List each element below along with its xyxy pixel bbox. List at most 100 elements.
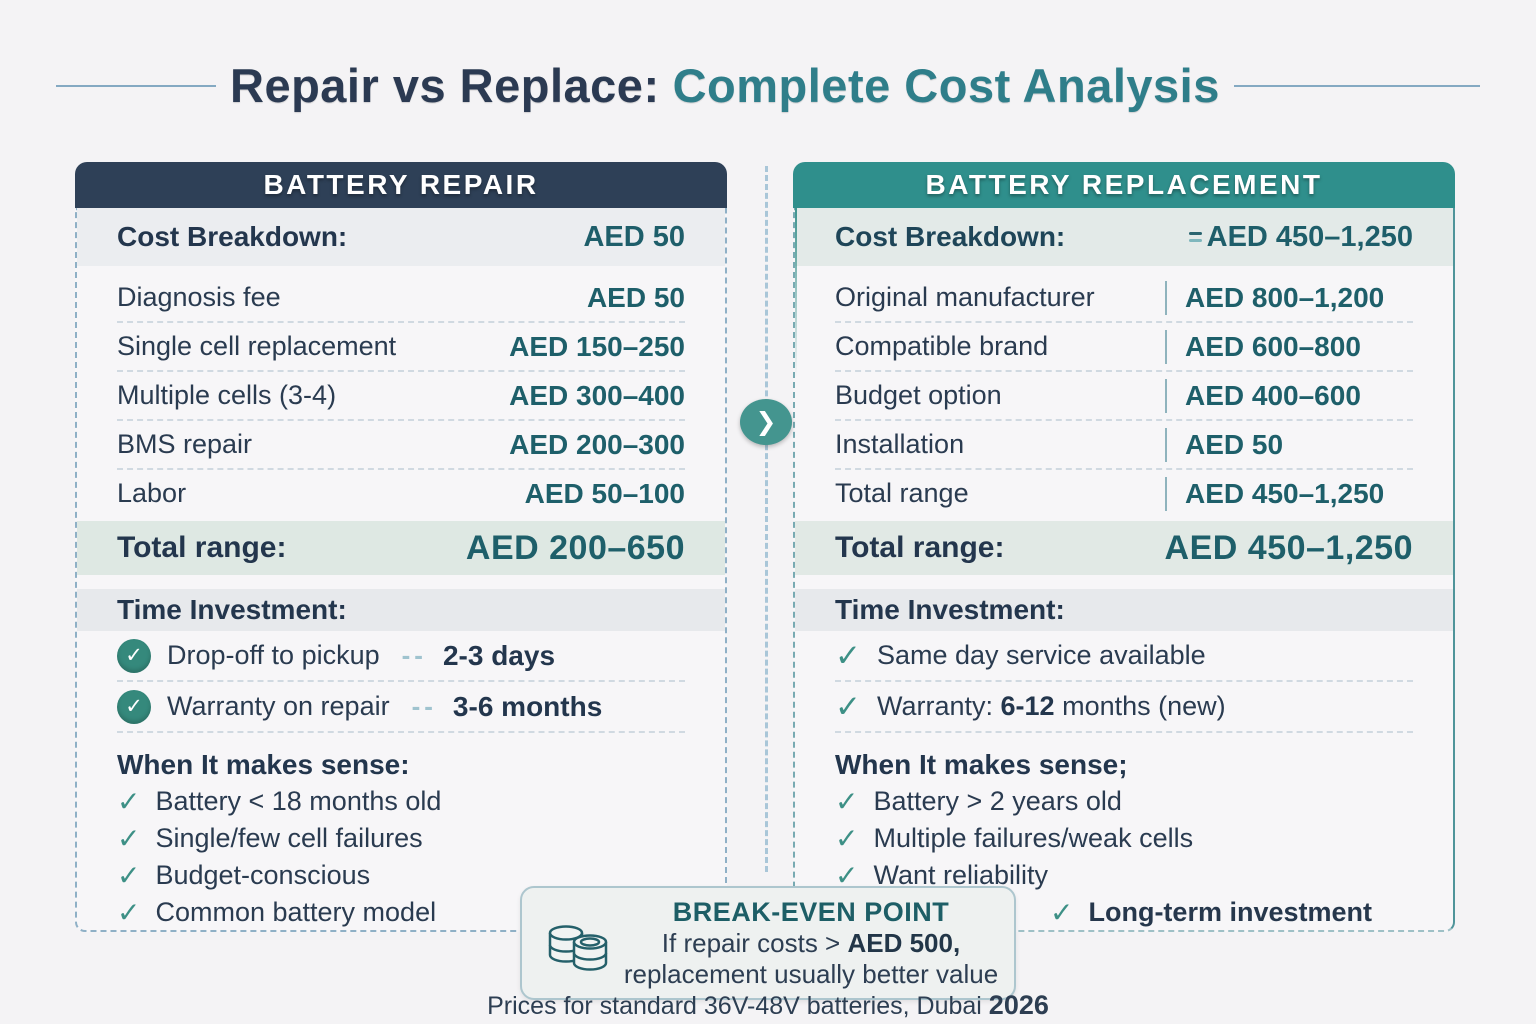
row-label: Compatible brand (835, 331, 1049, 361)
replacement-panel-body: Cost Breakdown: AED 450–1,250 Original m… (793, 208, 1455, 932)
repair-cost-breakdown-label: Cost Breakdown: (117, 221, 348, 252)
when-text: Single/few cell failures (155, 823, 423, 853)
repair-cost-row-bms: BMS repair AED 200–300 (77, 421, 725, 468)
column-divider (1165, 427, 1167, 462)
when-text: Multiple failures/weak cells (873, 823, 1194, 853)
replacement-when-item: ✓ Battery > 2 years old (795, 783, 1453, 820)
row-divider (835, 419, 1413, 421)
row-divider (835, 370, 1413, 372)
repair-when-item: ✓ Budget-conscious (77, 857, 725, 894)
time-label: Drop-off to pickup (167, 640, 380, 670)
title-left-rule (56, 84, 216, 87)
check-icon: ✓ (835, 823, 859, 854)
row-label: Labor (117, 478, 187, 508)
row-value: AED 200–300 (509, 428, 685, 460)
replacement-cost-row-installation: Installation AED 50 (795, 421, 1453, 468)
circle-check-icon: ✓ (117, 638, 151, 673)
warranty-suffix: months (new) (1062, 691, 1226, 721)
replacement-panel-header: BATTERY REPLACEMENT (793, 162, 1455, 208)
row-value: AED 800–1,200 (1185, 281, 1385, 313)
column-divider (1165, 329, 1167, 364)
replacement-cost-row-original: Original manufacturer AED 800–1,200 (795, 274, 1453, 321)
when-text: Battery < 18 months old (155, 786, 442, 816)
break-even-text: BREAK-EVEN POINT If repair costs > AED 5… (618, 896, 1004, 991)
footer-text: Prices for standard 36V-48V batteries, D… (487, 992, 982, 1020)
row-divider (117, 680, 685, 682)
check-icon: ✓ (1050, 897, 1074, 928)
dash-separator: -- (411, 691, 437, 721)
column-divider (1165, 378, 1167, 413)
dash-separator: -- (401, 640, 427, 670)
when-text: Battery > 2 years old (873, 786, 1122, 816)
check-icon: ✓ (117, 860, 141, 891)
row-value: AED 600–800 (1185, 330, 1361, 362)
row-divider (117, 731, 685, 733)
time-label: Same day service available (876, 640, 1206, 670)
row-value: AED 150–250 (509, 330, 685, 362)
row-label: BMS repair (117, 429, 253, 459)
replacement-cost-breakdown-label: Cost Breakdown: (835, 221, 1066, 252)
when-text: Long-term investment (1088, 897, 1372, 927)
replacement-time-investment-header: Time Investment: (795, 589, 1453, 631)
summary-value-text: AED 450–1,250 (1206, 220, 1413, 253)
break-even-title: BREAK-EVEN POINT (672, 896, 950, 927)
break-even-line1-bold: AED 500, (847, 928, 961, 958)
replacement-when-item-longterm: ✓ Long-term investment (1010, 894, 1453, 930)
repair-panel-header: BATTERY REPAIR (75, 162, 727, 208)
row-value: AED 300–400 (509, 379, 685, 411)
battery-repair-panel: BATTERY REPAIR Cost Breakdown: AED 50 Di… (75, 162, 727, 932)
row-value: AED 50 (1185, 428, 1284, 460)
row-label: Installation (835, 429, 965, 459)
row-label: Single cell replacement (117, 331, 397, 361)
repair-when-item: ✓ Battery < 18 months old (77, 783, 725, 820)
replacement-cost-row-compatible: Compatible brand AED 600–800 (795, 323, 1453, 370)
repair-when-item: ✓ Common battery model (77, 894, 725, 930)
page-title-row: Repair vs Replace: Complete Cost Analysis (0, 58, 1536, 113)
warranty-prefix: Warranty: (876, 691, 993, 721)
repair-total-value: AED 200–650 (465, 528, 685, 567)
circle-check-icon: ✓ (117, 689, 151, 724)
repair-time-investment-header: Time Investment: (77, 589, 725, 631)
when-text: Budget-conscious (155, 860, 371, 890)
center-dashed-divider (765, 166, 768, 872)
replacement-cost-breakdown-value: AED 450–1,250 (1188, 220, 1413, 254)
page-title-prefix: Repair vs Replace: (230, 59, 660, 112)
row-value: AED 450–1,250 (1185, 477, 1385, 509)
page-title: Repair vs Replace: Complete Cost Analysis (230, 58, 1220, 113)
repair-cost-row-labor: Labor AED 50–100 (77, 470, 725, 517)
footer-note: Prices for standard 36V-48V batteries, D… (0, 990, 1536, 1021)
row-label: Original manufacturer (835, 282, 1095, 312)
footer-year: 2026 (988, 990, 1049, 1020)
time-label: Warranty on repair (167, 691, 390, 721)
row-value: AED 50–100 (524, 477, 685, 509)
warranty-months-bold: 6-12 (1000, 691, 1055, 721)
replacement-cost-row-budget: Budget option AED 400–600 (795, 372, 1453, 419)
row-divider (835, 468, 1413, 470)
row-divider (117, 419, 685, 421)
chevron-right-icon: ❯ (740, 399, 792, 445)
replacement-when-header: When It makes sense; (835, 749, 1128, 780)
repair-total-label: Total range: (117, 531, 287, 564)
row-value: AED 400–600 (1185, 379, 1361, 411)
repair-panel-body: Cost Breakdown: AED 50 Diagnosis fee AED… (75, 208, 727, 932)
replacement-when-item: ✓ Want reliability (795, 857, 1453, 894)
repair-time-row-warranty: ✓ Warranty on repair -- 3-6 months (77, 682, 725, 731)
check-icon: ✓ (117, 823, 141, 854)
column-divider (1165, 280, 1167, 315)
row-divider (117, 370, 685, 372)
page-title-accent: Complete Cost Analysis (672, 59, 1220, 112)
check-icon: ✓ (835, 637, 861, 673)
row-label: Diagnosis fee (117, 282, 281, 312)
repair-cost-breakdown-row: Cost Breakdown: AED 50 (77, 208, 725, 266)
check-icon: ✓ (835, 786, 859, 817)
break-even-box: BREAK-EVEN POINT If repair costs > AED 5… (520, 886, 1016, 1000)
check-icon: ✓ (835, 860, 859, 891)
replacement-time-row-warranty: ✓ Warranty: 6-12 months (new) (795, 682, 1453, 731)
time-value: 3-6 months (452, 690, 603, 722)
title-right-rule (1233, 84, 1480, 87)
column-divider (1165, 476, 1167, 511)
break-even-line2: replacement usually better value (623, 959, 999, 990)
replacement-total-row: Total range: AED 450–1,250 (795, 521, 1453, 575)
row-value: AED 50 (586, 281, 685, 313)
